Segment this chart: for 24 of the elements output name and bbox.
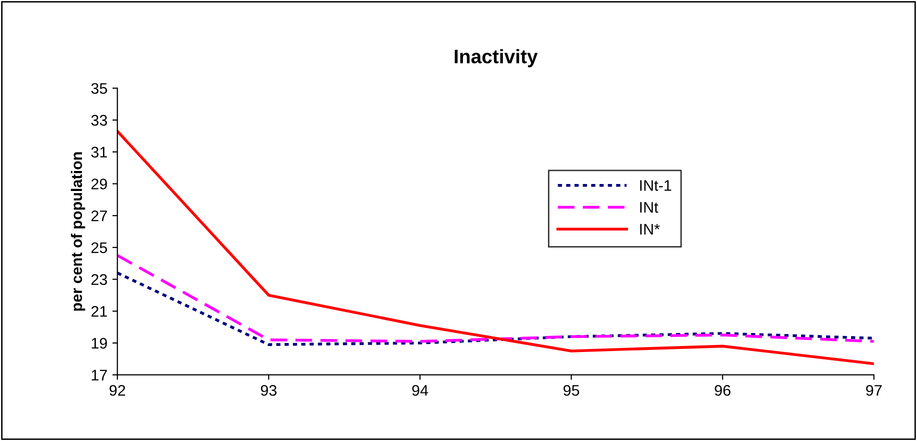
y-tick-label: 35 bbox=[91, 83, 108, 94]
y-tick-label: 21 bbox=[91, 306, 107, 317]
x-tick-label: 92 bbox=[110, 384, 126, 396]
legend-label: INt bbox=[640, 202, 658, 213]
x-tick-label: 95 bbox=[564, 384, 580, 396]
y-tick-label: 31 bbox=[91, 146, 107, 158]
y-axis-title: per cent of population bbox=[70, 152, 86, 311]
line-series bbox=[117, 254, 874, 343]
x-tick-label: 94 bbox=[412, 384, 428, 396]
x-tick-label: 97 bbox=[866, 384, 882, 396]
x-tick-label: 96 bbox=[714, 384, 730, 396]
chart-title: Inactivity bbox=[454, 49, 538, 68]
y-tick-label: 23 bbox=[91, 274, 107, 285]
y-tick-label: 19 bbox=[92, 338, 107, 349]
y-tick-label: 29 bbox=[91, 178, 107, 190]
y-tick-label: 25 bbox=[91, 242, 108, 254]
line-series bbox=[117, 272, 874, 346]
legend-label: INt-1 bbox=[640, 180, 672, 191]
y-tick-label: 33 bbox=[91, 114, 107, 126]
line-series bbox=[117, 130, 874, 366]
y-tick-label: 27 bbox=[91, 210, 107, 222]
x-tick-label: 93 bbox=[260, 384, 277, 396]
legend-label: IN* bbox=[640, 224, 660, 234]
y-tick-label: 17 bbox=[92, 370, 107, 380]
